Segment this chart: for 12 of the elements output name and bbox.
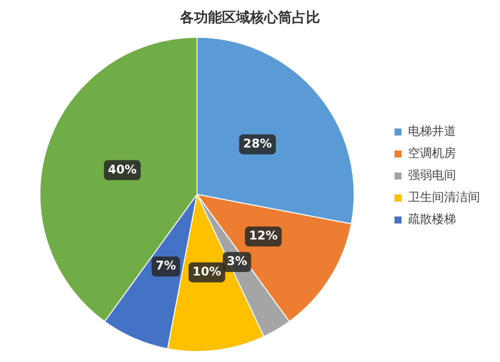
legend-label: 卫生间清洁间 (408, 190, 480, 204)
data-label: 40% (108, 162, 137, 176)
chart-title: 各功能区域核心筒占比 (179, 9, 320, 26)
data-label: 7% (156, 258, 176, 273)
legend-label: 强弱电间 (408, 168, 456, 182)
data-label: 3% (226, 254, 248, 268)
legend-label: 空调机房 (408, 146, 456, 160)
legend-label: 电梯井道 (408, 124, 456, 138)
data-label: 12% (248, 228, 278, 243)
legend-label: 疏散楼梯 (408, 212, 456, 226)
data-label: 10% (192, 264, 222, 278)
data-label: 28% (243, 136, 272, 150)
